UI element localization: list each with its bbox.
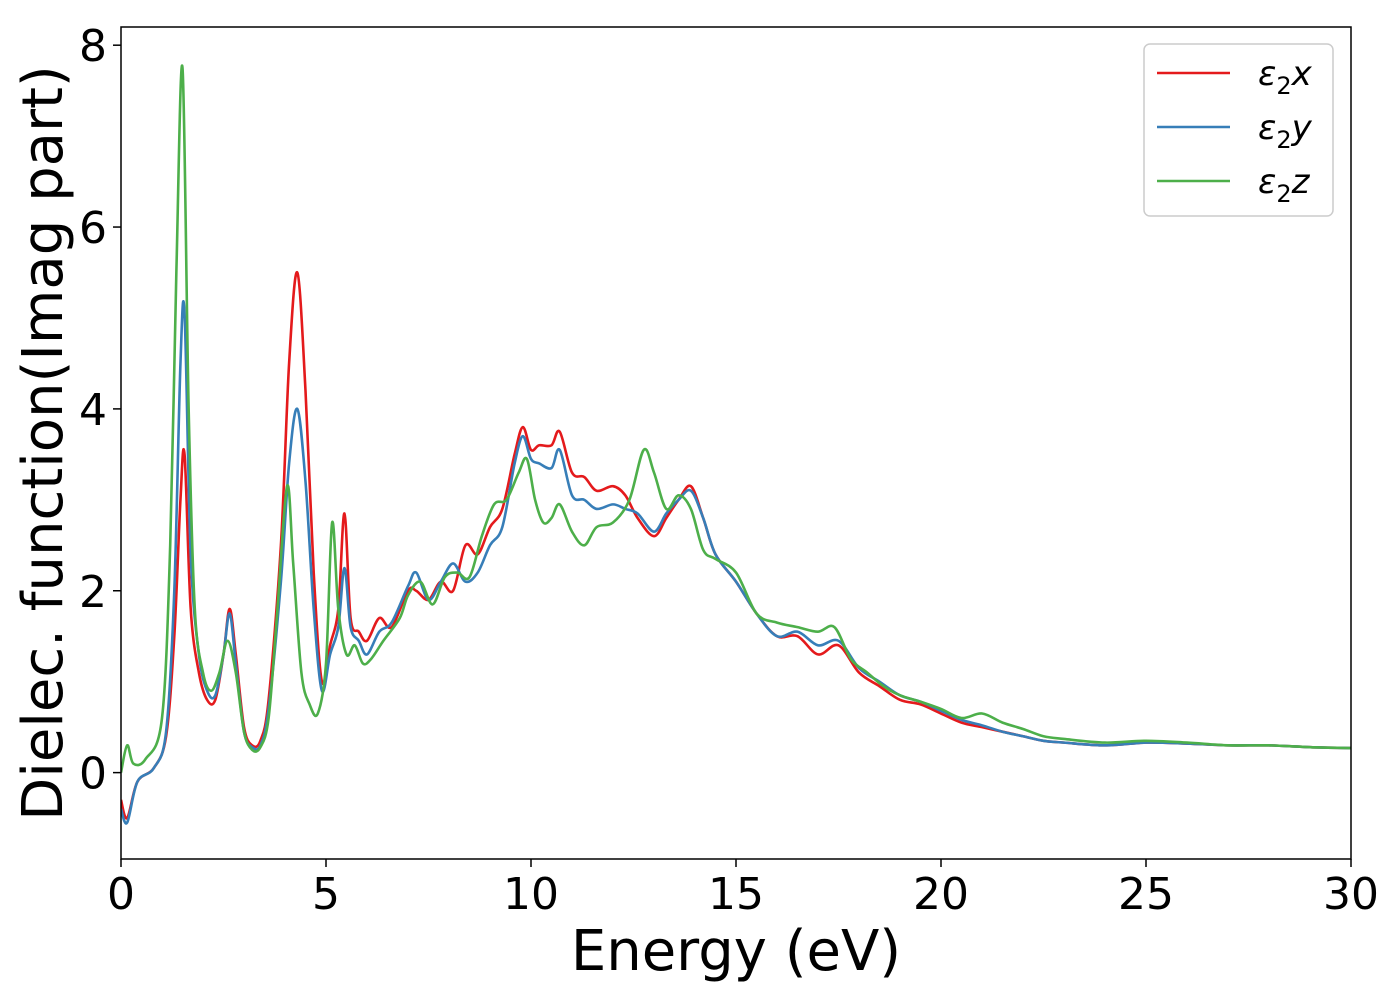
series-line-x xyxy=(121,271,1351,820)
y-tick-label: 0 xyxy=(79,749,107,800)
legend-symbol: ε xyxy=(1258,162,1276,202)
legend-subscript: 2 xyxy=(1276,72,1291,100)
legend-component: y xyxy=(1291,108,1313,148)
x-tick-label: 20 xyxy=(913,869,969,920)
legend-subscript: 2 xyxy=(1276,180,1291,208)
legend-label-z: ε2z xyxy=(1258,162,1311,208)
legend-label-y: ε2y xyxy=(1258,108,1313,154)
y-axis-label: Dielec. function(Imag part) xyxy=(11,65,76,821)
series-layer xyxy=(121,64,1351,825)
y-tick-label: 2 xyxy=(79,567,107,618)
x-axis-label: Energy (eV) xyxy=(571,919,901,984)
x-tick-label: 0 xyxy=(107,869,135,920)
y-tick-label: 6 xyxy=(79,203,107,254)
legend-symbol: ε xyxy=(1258,108,1276,148)
legend-symbol: ε xyxy=(1258,54,1276,94)
x-tick-label: 10 xyxy=(503,869,559,920)
ticks-layer: 0 5 10 15 20 25 30 0 2 4 6 8 xyxy=(79,21,1379,920)
x-tick-label: 5 xyxy=(312,869,340,920)
y-tick-label: 4 xyxy=(79,385,107,436)
x-tick-label: 15 xyxy=(708,869,764,920)
y-tick-label: 8 xyxy=(79,21,107,72)
x-tick-label: 30 xyxy=(1323,869,1379,920)
legend-component: z xyxy=(1291,162,1311,202)
legend-subscript: 2 xyxy=(1276,126,1291,154)
series-line-z xyxy=(121,64,1351,773)
legend-label-x: ε2x xyxy=(1258,54,1313,100)
legend-box xyxy=(1143,43,1334,217)
x-tick-label: 25 xyxy=(1118,869,1174,920)
legend-component: x xyxy=(1291,54,1313,94)
